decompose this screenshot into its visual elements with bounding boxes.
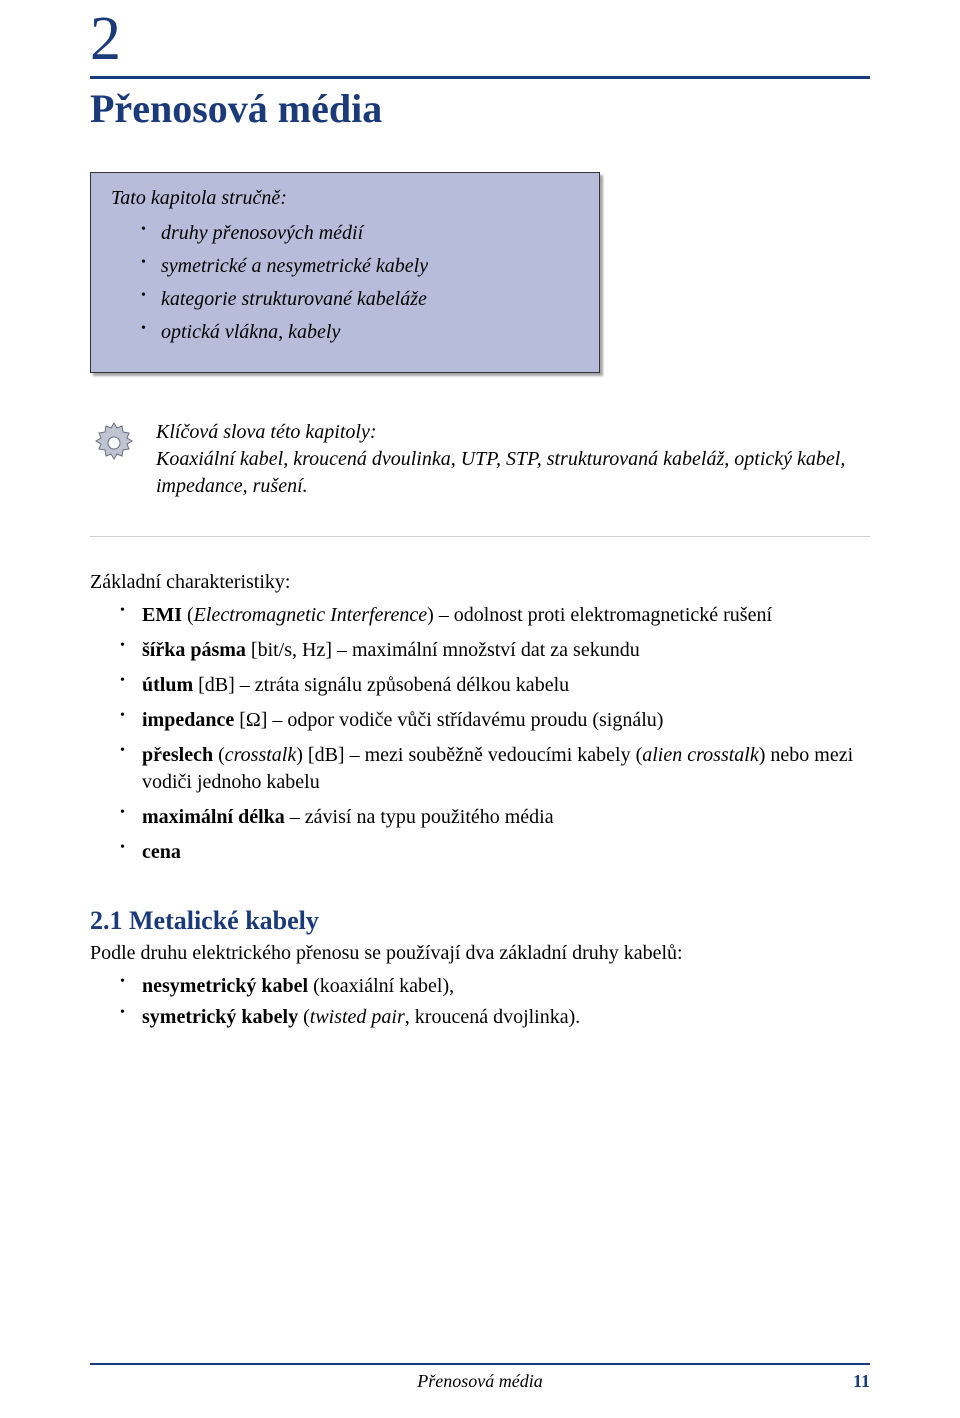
italic-term: crosstalk	[225, 744, 296, 766]
text: [Ω] – odpor vodiče vůči střídavému proud…	[234, 709, 663, 731]
list-item: útlum [dB] – ztráta signálu způsobená dé…	[120, 672, 870, 699]
section-list: nesymetrický kabel (koaxiální kabel), sy…	[90, 973, 870, 1031]
list-item: EMI (Electromagnetic Interference) – odo…	[120, 602, 870, 629]
term: přeslech	[142, 744, 213, 766]
text: (koaxiální kabel),	[308, 975, 454, 997]
keywords-body: Koaxiální kabel, kroucená dvoulinka, UTP…	[156, 448, 845, 497]
text: – závisí na typu použitého média	[285, 806, 554, 828]
gear-icon	[90, 419, 138, 472]
list-item: nesymetrický kabel (koaxiální kabel),	[120, 973, 870, 1000]
text: ) – odolnost proti elektromagnetické ruš…	[427, 604, 772, 626]
section-title: 2.1 Metalické kabely	[90, 906, 870, 936]
italic-term: twisted pair	[310, 1006, 405, 1028]
page: 2 Přenosová média Tato kapitola stručně:…	[0, 0, 960, 1418]
list-item: přeslech (crosstalk) [dB] – mezi souběžn…	[120, 742, 870, 796]
list-item: impedance [Ω] – odpor vodiče vůči střída…	[120, 707, 870, 734]
term: útlum	[142, 674, 193, 696]
keywords-text: Klíčová slova této kapitoly: Koaxiální k…	[156, 419, 870, 500]
overview-heading: Tato kapitola stručně:	[111, 187, 579, 210]
overview-item: druhy přenosových médií	[141, 222, 579, 245]
list-item: maximální délka – závisí na typu použité…	[120, 804, 870, 831]
text: [dB] – ztráta signálu způsobená délkou k…	[193, 674, 569, 696]
list-item: cena	[120, 839, 870, 866]
italic-term: alien crosstalk	[642, 744, 758, 766]
term: EMI	[142, 604, 182, 626]
term: symetrický kabely	[142, 1006, 298, 1028]
footer-title: Přenosová média	[90, 1371, 870, 1392]
characteristics-intro: Základní charakteristiky:	[90, 571, 870, 594]
chapter-number: 2	[90, 0, 870, 70]
term: maximální délka	[142, 806, 285, 828]
overview-list: druhy přenosových médií symetrické a nes…	[111, 222, 579, 344]
text: ) [dB] – mezi souběžně vedoucími kabely …	[296, 744, 642, 766]
page-number: 11	[853, 1371, 870, 1392]
term: nesymetrický kabel	[142, 975, 308, 997]
text: (	[182, 604, 194, 626]
section-intro: Podle druhu elektrického přenosu se použ…	[90, 942, 870, 965]
list-item: šířka pásma [bit/s, Hz] – maximální množ…	[120, 637, 870, 664]
text: (	[213, 744, 225, 766]
characteristics-list: EMI (Electromagnetic Interference) – odo…	[90, 602, 870, 866]
term: impedance	[142, 709, 234, 731]
text: [bit/s, Hz] – maximální množství dat za …	[246, 639, 640, 661]
chapter-title: Přenosová média	[90, 85, 870, 132]
chapter-rule	[90, 76, 870, 79]
list-item: symetrický kabely (twisted pair, kroucen…	[120, 1004, 870, 1031]
overview-box: Tato kapitola stručně: druhy přenosových…	[90, 172, 600, 373]
text: (	[298, 1006, 310, 1028]
overview-item: symetrické a nesymetrické kabely	[141, 255, 579, 278]
page-footer: Přenosová média 11	[90, 1363, 870, 1392]
overview-item: kategorie strukturované kabeláže	[141, 288, 579, 311]
term: cena	[142, 841, 181, 863]
keywords-heading: Klíčová slova této kapitoly:	[156, 421, 377, 443]
overview-item: optická vlákna, kabely	[141, 321, 579, 344]
keywords-block: Klíčová slova této kapitoly: Koaxiální k…	[90, 419, 870, 500]
italic-term: Electromagnetic Interference	[194, 604, 427, 626]
term: šířka pásma	[142, 639, 246, 661]
text: , kroucená dvojlinka).	[405, 1006, 581, 1028]
section-divider	[90, 536, 870, 537]
